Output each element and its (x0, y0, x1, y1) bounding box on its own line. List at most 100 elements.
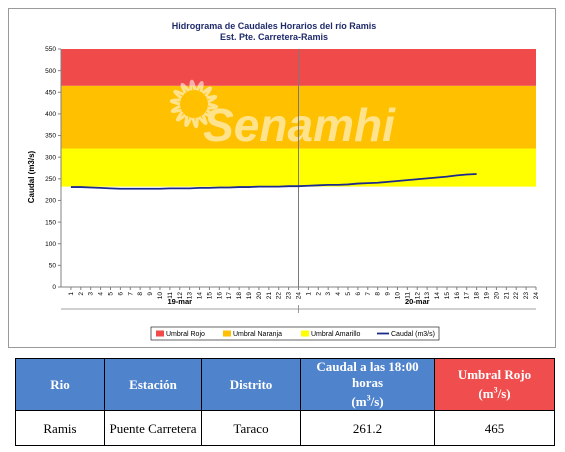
y-tick-label: 400 (45, 111, 56, 118)
legend-label: Caudal (m3/s) (391, 331, 435, 338)
x-tick-label: 12 (414, 292, 421, 300)
x-tick-label: 16 (216, 292, 223, 300)
x-tick-label: 15 (206, 292, 213, 300)
y-tick-label: 300 (45, 154, 56, 161)
y-tick-label: 150 (45, 219, 56, 226)
x-tick-label: 4 (335, 292, 342, 296)
x-tick-label: 8 (137, 292, 144, 296)
x-tick-label: 11 (167, 292, 174, 299)
y-tick-label: 0 (52, 284, 56, 291)
sun-ray (197, 114, 208, 126)
legend-swatch (156, 330, 164, 337)
header-rio: Rio (15, 357, 105, 412)
chart-title: Hidrograma de Caudales Horarios del río … (172, 21, 377, 31)
chart-legend: Umbral Rojo Umbral Naranja Umbral Amarillo… (150, 326, 440, 341)
x-tick-label: 21 (266, 292, 273, 300)
x-tick-label: 5 (107, 292, 114, 296)
senamhi-watermark: Senamhi (169, 79, 396, 151)
x-tick-label: 20 (256, 292, 263, 300)
sun-ray (176, 110, 187, 122)
cell-distrito: Taraco (201, 410, 301, 447)
y-tick-label: 450 (45, 89, 56, 96)
caudal-series-line (70, 173, 477, 190)
x-tick-labels: 1 2 3 4 5 6 7 8 9 10 11 12 13 14 15 16 17 18 19 20 21 22 23 24 1… (68, 287, 540, 299)
x-tick-label: 23 (286, 292, 293, 300)
header-umbral-unit: (m3/s) (478, 386, 511, 402)
day-label: 19-mar (167, 297, 192, 306)
y-axis-label: Caudal (m3/s) (27, 150, 36, 203)
x-tick-label: 18 (474, 292, 481, 300)
cell-estacion: Puente Carretera (104, 410, 202, 447)
day-labels: 19-mar 20-mar (61, 297, 536, 313)
cell-umbral-rojo: 465 (434, 410, 555, 447)
x-tick-label: 23 (523, 292, 530, 300)
series-layer (70, 173, 477, 190)
legend-label: Umbral Amarillo (311, 331, 361, 338)
x-tick-label: 10 (157, 292, 164, 300)
x-tick-label: 1 (68, 292, 75, 296)
x-tick-label: 19 (484, 292, 491, 300)
x-tick-label: 5 (345, 292, 352, 296)
header-umbral-label: Umbral Rojo (457, 367, 532, 382)
x-tick-label: 22 (276, 292, 283, 300)
x-tick-label: 7 (127, 292, 134, 296)
sun-ray (201, 86, 212, 98)
x-tick-label: 20 (493, 292, 500, 300)
x-tick-label: 3 (325, 292, 332, 296)
sun-ray (184, 115, 193, 128)
x-tick-label: 17 (464, 292, 471, 300)
sun-ray (195, 80, 204, 93)
header-caudal-unit: (m3/s) (351, 394, 384, 410)
header-caudal-label: Caudal a las 18:00 horas (316, 359, 419, 390)
x-tick-label: 19 (246, 292, 253, 300)
y-tick-label: 200 (45, 198, 56, 205)
x-tick-label: 18 (236, 292, 243, 300)
x-tick-label: 9 (147, 292, 154, 296)
x-tick-label: 17 (226, 292, 233, 300)
x-tick-label: 15 (444, 292, 451, 300)
cell-caudal: 261.2 (300, 410, 435, 447)
header-caudal: Caudal a las 18:00 horas (m3/s) (300, 357, 435, 412)
header-umbral-rojo: Umbral Rojo (m3/s) (434, 357, 555, 412)
sun-ray (180, 82, 191, 94)
x-tick-label: 8 (375, 292, 382, 296)
y-tick-label: 500 (45, 68, 56, 75)
x-tick-label: 14 (197, 292, 204, 300)
sun-logo-icon (169, 79, 219, 129)
table-row: Ramis Puente Carretera Taraco 261.2 465 (15, 410, 555, 447)
x-tick-label: 13 (187, 292, 194, 300)
legend-swatch (301, 330, 309, 337)
sun-ray (169, 98, 181, 106)
y-tick-label: 50 (49, 263, 57, 270)
sun-ray (173, 89, 185, 100)
legend-label: Umbral Rojo (166, 331, 205, 338)
sun-ray (191, 117, 199, 129)
x-tick-label: 4 (98, 292, 105, 296)
x-tick-label: 3 (88, 292, 95, 296)
x-tick-label: 11 (404, 292, 411, 299)
station-info-table: Rio Estación Distrito Caudal a las 18:00… (15, 357, 555, 447)
legend-label: Umbral Naranja (233, 331, 282, 338)
x-tick-label: 16 (454, 292, 461, 300)
cell-rio: Ramis (15, 410, 105, 447)
y-tick-label: 100 (45, 241, 56, 248)
y-tick-label: 350 (45, 133, 56, 140)
chart-panel: Hidrograma de Caudales Horarios del río … (8, 8, 556, 348)
header-estacion: Estación (104, 357, 202, 412)
sun-ray (170, 104, 182, 114)
sun-ray (189, 79, 197, 91)
x-tick-label: 2 (315, 292, 322, 296)
x-tick-label: 14 (434, 292, 441, 300)
x-tick-label: 2 (78, 292, 85, 296)
x-tick-label: 22 (513, 292, 520, 300)
x-tick-label: 6 (117, 292, 124, 296)
x-tick-label: 13 (424, 292, 431, 300)
sun-ray (207, 102, 219, 110)
chart-subtitle: Est. Pte. Carretera-Ramis (220, 32, 328, 42)
table-header-row: Rio Estación Distrito Caudal a las 18:00… (15, 357, 555, 412)
legend-box (150, 326, 440, 341)
x-tick-label: 12 (177, 292, 184, 300)
header-distrito: Distrito (201, 357, 301, 412)
legend-swatch (223, 330, 231, 337)
y-tick-labels: 0 50 100 150 200 250 300 350 400 450 500 550 (45, 46, 61, 291)
